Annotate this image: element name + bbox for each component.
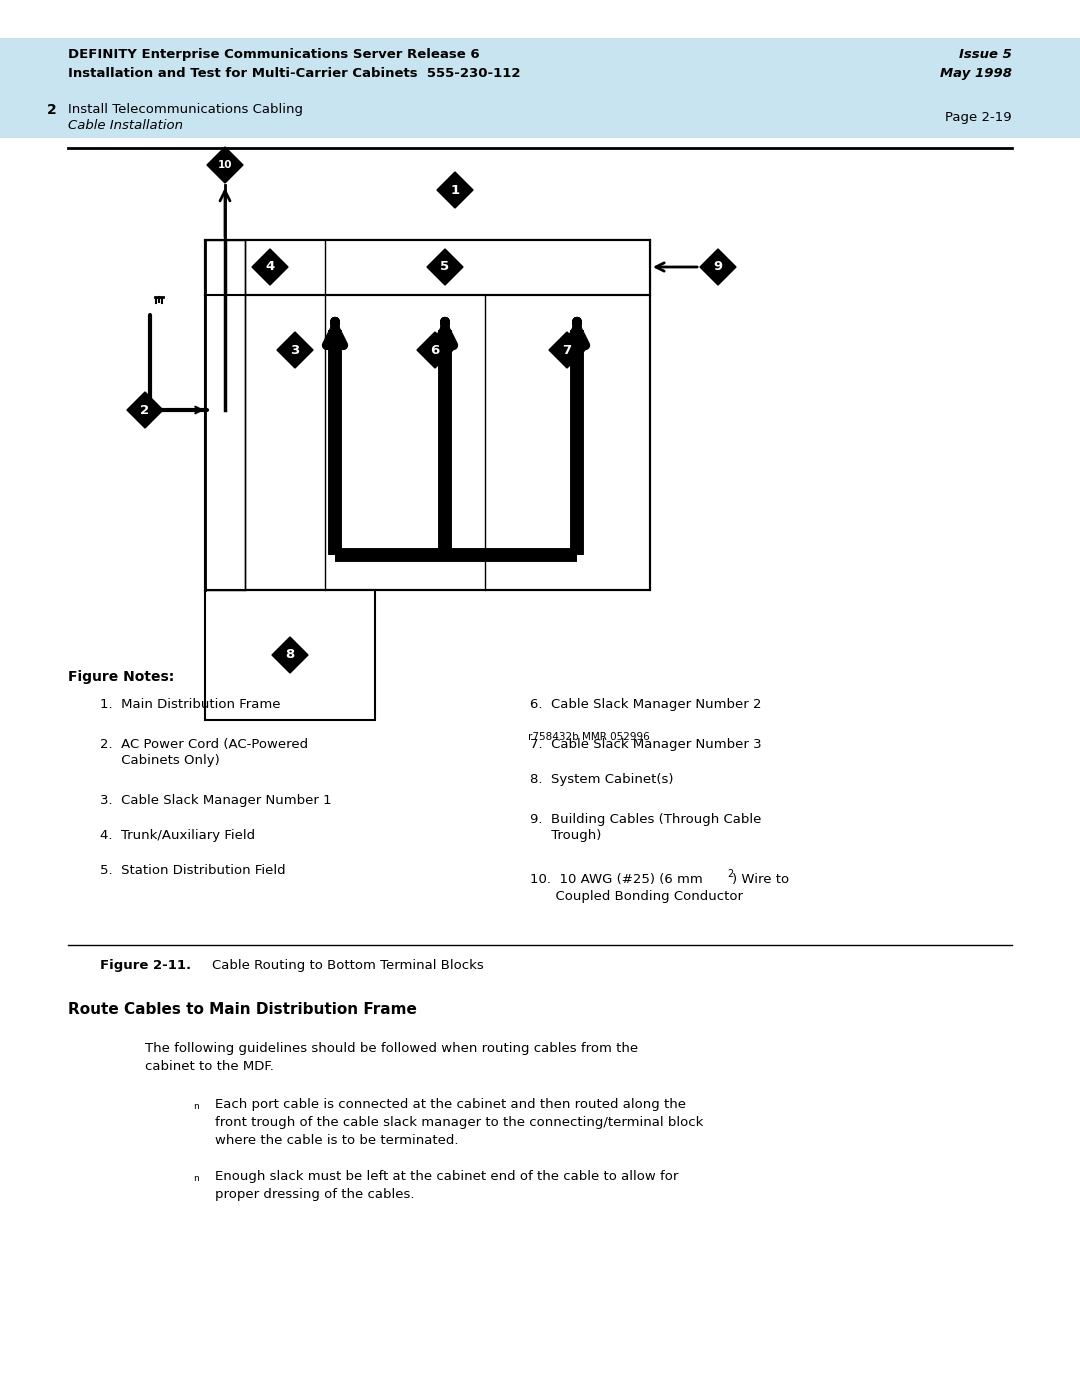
Text: 8.  System Cabinet(s): 8. System Cabinet(s) — [530, 773, 674, 787]
Text: 7.  Cable Slack Manager Number 3: 7. Cable Slack Manager Number 3 — [530, 738, 761, 752]
Text: Installation and Test for Multi-Carrier Cabinets  555-230-112: Installation and Test for Multi-Carrier … — [68, 67, 521, 80]
Text: Route Cables to Main Distribution Frame: Route Cables to Main Distribution Frame — [68, 1002, 417, 1017]
Text: 2: 2 — [140, 404, 149, 416]
Text: 1.  Main Distribution Frame: 1. Main Distribution Frame — [100, 698, 281, 711]
Text: 2: 2 — [727, 869, 733, 879]
Bar — [0, 96, 1080, 138]
Bar — [205, 590, 375, 719]
Bar — [205, 240, 650, 590]
Polygon shape — [276, 332, 313, 367]
Text: 10.  10 AWG (#25) (6 mm: 10. 10 AWG (#25) (6 mm — [530, 873, 703, 886]
Text: Figure 2-11.: Figure 2-11. — [100, 958, 191, 972]
Text: where the cable is to be terminated.: where the cable is to be terminated. — [215, 1134, 459, 1147]
Text: cabinet to the MDF.: cabinet to the MDF. — [145, 1060, 274, 1073]
Text: proper dressing of the cables.: proper dressing of the cables. — [215, 1187, 415, 1201]
Polygon shape — [549, 332, 585, 367]
Text: front trough of the cable slack manager to the connecting/terminal block: front trough of the cable slack manager … — [215, 1116, 703, 1129]
Text: n: n — [193, 1173, 199, 1183]
Polygon shape — [417, 332, 453, 367]
Text: 9: 9 — [714, 260, 723, 274]
Polygon shape — [127, 393, 163, 427]
Text: 8: 8 — [285, 648, 295, 662]
Text: 2.  AC Power Cord (AC-Powered: 2. AC Power Cord (AC-Powered — [100, 738, 308, 752]
Text: 7: 7 — [563, 344, 571, 356]
Text: ) Wire to: ) Wire to — [732, 873, 789, 886]
Bar — [205, 240, 245, 590]
Text: Each port cable is connected at the cabinet and then routed along the: Each port cable is connected at the cabi… — [215, 1098, 686, 1111]
Text: Page 2-19: Page 2-19 — [945, 110, 1012, 124]
Text: r758432b MMR 052996: r758432b MMR 052996 — [528, 732, 650, 742]
Text: Cabinets Only): Cabinets Only) — [100, 754, 219, 767]
Polygon shape — [427, 249, 463, 285]
Text: 4.  Trunk/Auxiliary Field: 4. Trunk/Auxiliary Field — [100, 828, 255, 842]
Text: Cable Installation: Cable Installation — [68, 119, 183, 131]
Text: May 1998: May 1998 — [940, 67, 1012, 80]
Text: 5.  Station Distribution Field: 5. Station Distribution Field — [100, 863, 285, 877]
Polygon shape — [437, 172, 473, 208]
Text: The following guidelines should be followed when routing cables from the: The following guidelines should be follo… — [145, 1042, 638, 1055]
Bar — [205, 240, 650, 295]
Text: Figure Notes:: Figure Notes: — [68, 671, 174, 685]
Polygon shape — [272, 637, 308, 673]
Text: 5: 5 — [441, 260, 449, 274]
Text: 3.  Cable Slack Manager Number 1: 3. Cable Slack Manager Number 1 — [100, 793, 332, 807]
Text: Issue 5: Issue 5 — [959, 47, 1012, 61]
Polygon shape — [252, 249, 288, 285]
Text: 10: 10 — [218, 161, 232, 170]
Text: DEFINITY Enterprise Communications Server Release 6: DEFINITY Enterprise Communications Serve… — [68, 47, 480, 61]
Text: Install Telecommunications Cabling: Install Telecommunications Cabling — [68, 103, 303, 116]
Text: 3: 3 — [291, 344, 299, 356]
Polygon shape — [207, 147, 243, 183]
Text: Cable Routing to Bottom Terminal Blocks: Cable Routing to Bottom Terminal Blocks — [195, 958, 484, 972]
Bar — [0, 38, 1080, 96]
Text: 6: 6 — [430, 344, 440, 356]
Text: Trough): Trough) — [530, 828, 602, 842]
Text: n: n — [193, 1102, 199, 1111]
Text: 1: 1 — [450, 183, 460, 197]
Text: 6.  Cable Slack Manager Number 2: 6. Cable Slack Manager Number 2 — [530, 698, 761, 711]
Text: Enough slack must be left at the cabinet end of the cable to allow for: Enough slack must be left at the cabinet… — [215, 1171, 678, 1183]
Text: 9.  Building Cables (Through Cable: 9. Building Cables (Through Cable — [530, 813, 761, 826]
Text: 2: 2 — [48, 103, 57, 117]
Text: Coupled Bonding Conductor: Coupled Bonding Conductor — [530, 890, 743, 902]
Polygon shape — [700, 249, 735, 285]
Text: 4: 4 — [266, 260, 274, 274]
